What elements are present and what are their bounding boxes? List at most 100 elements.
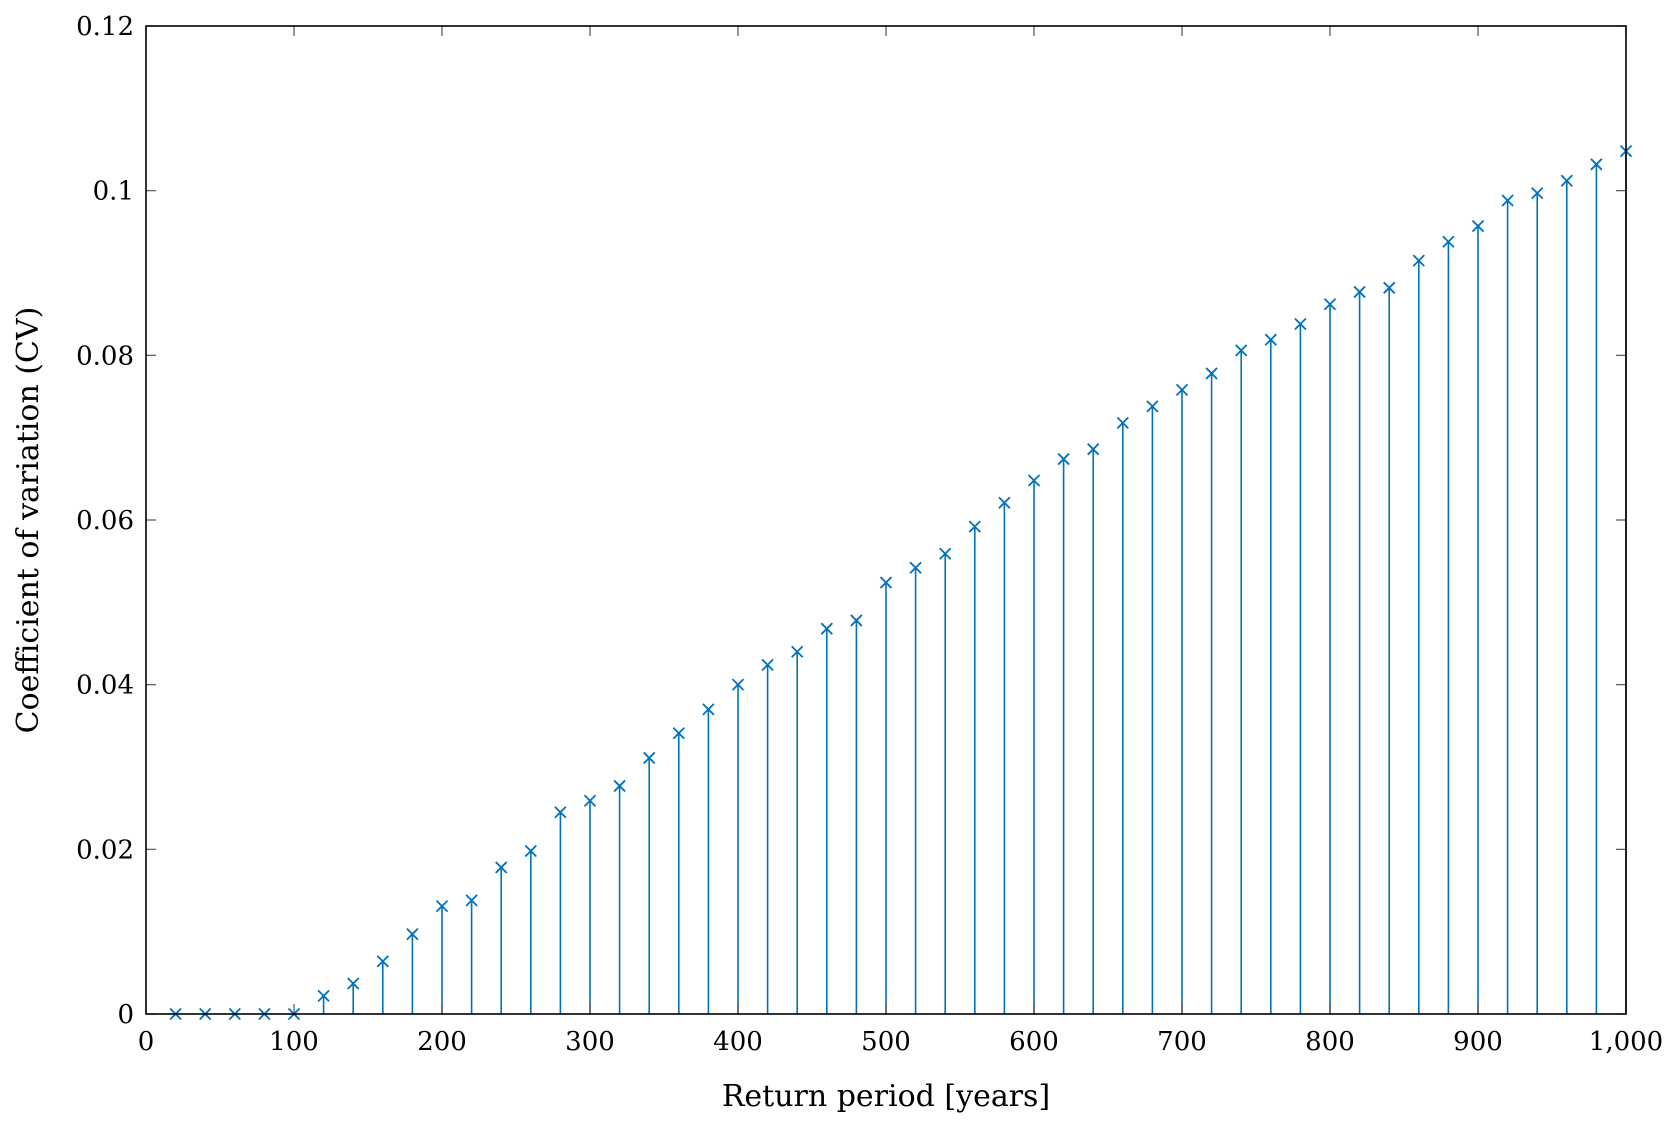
x-marker	[1442, 235, 1455, 248]
stem-point	[376, 955, 389, 1014]
stem-point	[968, 520, 981, 1014]
x-marker	[1205, 367, 1218, 380]
x-tick-label: 0	[138, 1027, 155, 1057]
stem-point	[939, 547, 952, 1014]
x-tick-label: 300	[565, 1027, 615, 1057]
x-marker	[1235, 344, 1248, 357]
stem-point	[998, 496, 1011, 1014]
x-axis-ticks: 0 100 200 300 400 500 600 700 800 900 1,000	[138, 26, 1663, 1057]
stem-point	[1383, 281, 1396, 1014]
stem-point	[850, 614, 863, 1014]
x-marker	[1383, 281, 1396, 294]
stem-point	[1057, 452, 1070, 1014]
x-marker	[613, 779, 626, 793]
x-tick-label: 400	[713, 1027, 763, 1057]
x-marker	[731, 678, 745, 691]
x-tick-label: 800	[1305, 1027, 1355, 1057]
stem-point	[1175, 383, 1189, 1014]
stem-point	[1294, 317, 1307, 1014]
x-tick-label: 200	[417, 1027, 467, 1057]
y-tick-label: 0.1	[93, 177, 134, 207]
stem-point	[1146, 400, 1159, 1014]
x-marker	[1146, 400, 1159, 413]
stem-point	[731, 678, 745, 1014]
y-tick-label: 0	[117, 1000, 134, 1030]
x-marker	[1294, 317, 1307, 331]
stem-point	[879, 576, 893, 1014]
stem-point	[1205, 367, 1218, 1014]
x-marker	[1590, 158, 1603, 171]
x-marker	[939, 547, 952, 560]
stem-point	[1531, 187, 1544, 1014]
stem-point	[1501, 194, 1514, 1014]
x-marker	[1087, 443, 1100, 456]
x-marker	[1353, 285, 1366, 299]
x-axis-title: Return period [years]	[722, 1079, 1050, 1114]
x-marker	[879, 576, 893, 589]
x-marker	[524, 844, 537, 858]
stem-point	[406, 928, 419, 1014]
x-marker	[968, 520, 981, 533]
stem-point	[791, 645, 804, 1014]
x-marker	[850, 614, 863, 627]
x-marker	[1471, 219, 1485, 233]
x-marker	[643, 751, 656, 765]
x-marker	[702, 703, 715, 716]
stem-point	[1471, 219, 1485, 1014]
x-tick-label: 700	[1157, 1027, 1207, 1057]
stem-point	[465, 894, 478, 1014]
x-marker	[406, 928, 419, 941]
y-axis-ticks: 0 0.02 0.04 0.06 0.08 0.1 0.12	[76, 12, 1626, 1030]
x-marker	[1116, 416, 1129, 429]
x-marker	[554, 806, 567, 819]
x-marker	[1560, 174, 1573, 187]
x-marker	[1057, 452, 1070, 466]
stem-point	[672, 727, 685, 1014]
stem-point	[909, 561, 922, 1014]
stem-point	[820, 622, 833, 1014]
stem-point	[643, 751, 656, 1014]
stem-point	[1353, 285, 1366, 1014]
x-tick-label: 1,000	[1589, 1027, 1663, 1057]
x-marker	[495, 861, 508, 874]
x-tick-label: 100	[269, 1027, 319, 1057]
x-marker	[1175, 383, 1189, 397]
x-tick-label: 900	[1453, 1027, 1503, 1057]
stem-point	[1442, 235, 1455, 1014]
x-marker	[1027, 474, 1041, 487]
x-marker	[317, 989, 330, 1003]
x-marker	[672, 727, 685, 740]
y-tick-label: 0.06	[76, 506, 134, 536]
stem-point	[1027, 474, 1041, 1014]
stem-point	[1235, 344, 1248, 1014]
stem-point	[554, 806, 567, 1014]
stem-point	[613, 779, 626, 1014]
stem-point	[702, 703, 715, 1014]
y-tick-label: 0.02	[76, 835, 134, 865]
x-marker	[820, 622, 833, 635]
stem-point	[1087, 443, 1100, 1014]
x-tick-label: 500	[861, 1027, 911, 1057]
stem-point	[583, 794, 597, 1014]
stem-point	[495, 861, 508, 1014]
x-marker	[761, 658, 774, 672]
x-marker	[1264, 333, 1277, 346]
x-marker	[909, 561, 922, 574]
x-marker	[583, 794, 597, 807]
x-marker	[347, 977, 360, 990]
stem-point	[1323, 298, 1337, 1014]
x-marker	[376, 955, 389, 968]
x-marker	[1323, 298, 1337, 311]
stem-series	[169, 145, 1633, 1021]
plot-frame	[145, 25, 1627, 1015]
stem-point	[1264, 333, 1277, 1014]
x-marker	[465, 894, 478, 907]
y-tick-label: 0.08	[76, 341, 134, 371]
y-tick-label: 0.04	[76, 671, 134, 701]
stem-point	[1560, 174, 1573, 1014]
y-tick-label: 0.12	[76, 12, 134, 42]
stem-point	[317, 989, 330, 1014]
stem-point	[1590, 158, 1603, 1014]
stem-point	[1116, 416, 1129, 1014]
